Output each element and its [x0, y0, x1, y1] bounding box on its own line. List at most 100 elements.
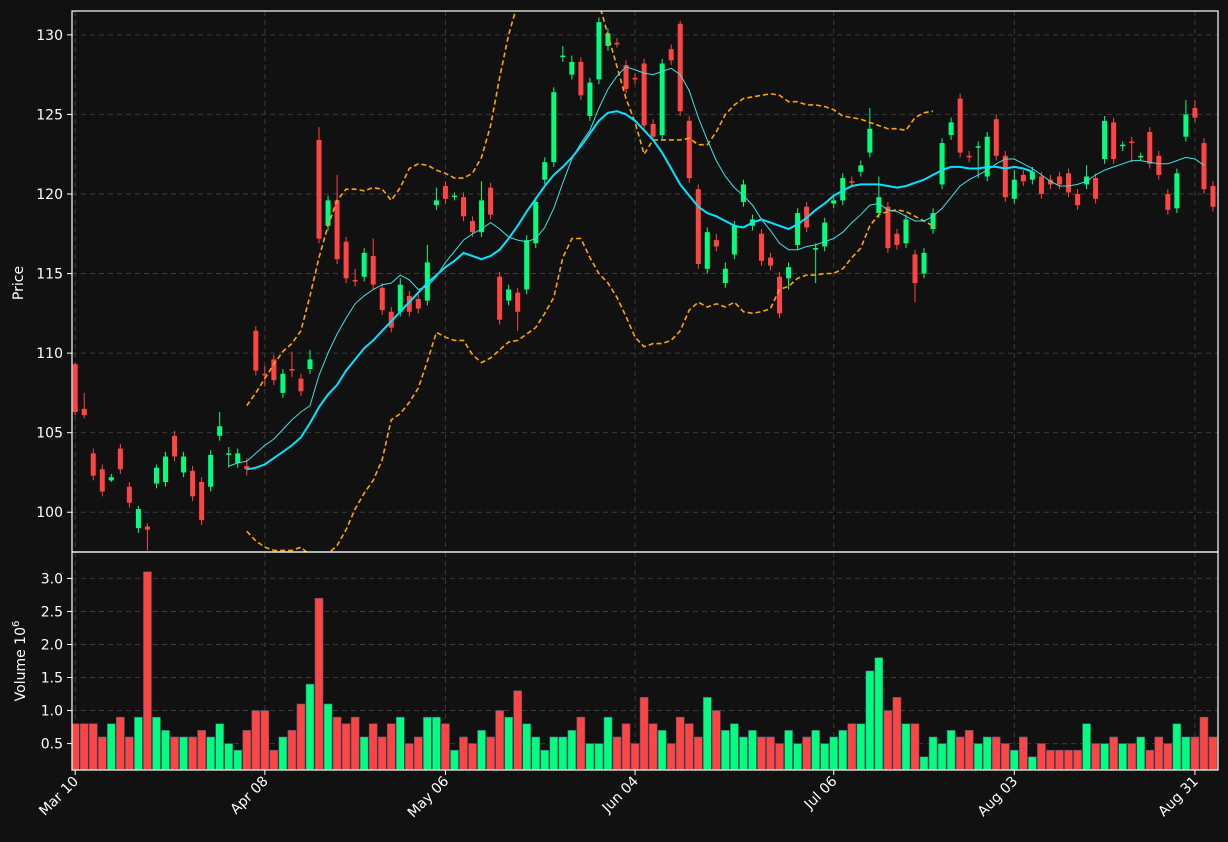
candle-body	[190, 470, 196, 497]
candle-body	[542, 162, 548, 180]
candle-body	[1102, 120, 1108, 159]
candle	[397, 278, 403, 317]
candle-body	[1075, 193, 1081, 206]
candle-body	[894, 233, 900, 245]
candle-body	[235, 453, 241, 463]
candle-body	[1147, 131, 1153, 164]
volume-bar	[1055, 749, 1064, 770]
candle-body	[442, 186, 448, 199]
volume-bar	[88, 723, 98, 770]
volume-bar	[928, 736, 938, 770]
candle-body	[126, 486, 132, 503]
candle	[1075, 189, 1081, 210]
volume-bar	[784, 730, 793, 770]
candle	[1174, 168, 1180, 214]
candle-body	[280, 373, 286, 393]
candle	[135, 505, 141, 533]
candle	[415, 294, 421, 314]
ma-long-line	[246, 110, 1033, 471]
candle-body	[1192, 108, 1198, 118]
volume-bar	[359, 736, 369, 770]
candle-body	[840, 178, 846, 201]
candle	[623, 60, 629, 94]
candle	[343, 236, 349, 284]
candle-body	[677, 23, 683, 112]
candle-body	[524, 240, 530, 290]
candle	[551, 87, 557, 167]
candle	[479, 181, 485, 237]
volume-bar	[152, 716, 161, 770]
volume-bar	[612, 736, 622, 770]
candle	[677, 20, 683, 117]
candle-body	[722, 268, 728, 284]
volume-bar	[739, 736, 748, 770]
candle-body	[912, 254, 918, 284]
candle-body	[451, 195, 457, 198]
volume-bar	[414, 736, 423, 770]
volume-bar	[1010, 749, 1019, 770]
candle	[307, 349, 313, 374]
candle-body	[939, 143, 945, 185]
candle	[144, 523, 150, 551]
candle-body	[343, 241, 349, 279]
volume-bar	[1136, 736, 1146, 770]
volume-bar	[892, 697, 902, 770]
volume-bar	[1208, 736, 1218, 770]
candle-body	[993, 119, 999, 156]
volume-bar	[459, 736, 468, 770]
price-ytick-label: 120	[36, 187, 63, 203]
price-ytick-label: 105	[36, 426, 63, 442]
candle-body	[569, 61, 575, 75]
volume-bar	[242, 730, 252, 770]
candle	[388, 306, 394, 333]
candle	[614, 38, 620, 48]
volume-bar	[829, 736, 839, 770]
candle	[578, 57, 584, 101]
candle	[533, 197, 539, 249]
candle	[524, 235, 530, 295]
volume-bar	[432, 716, 441, 770]
candle-body	[623, 65, 629, 89]
volume-bar	[107, 723, 116, 770]
volume-bar	[97, 736, 107, 770]
candle	[262, 365, 268, 387]
candle	[695, 184, 701, 269]
candle-body	[695, 189, 701, 264]
price-axis-label: Price	[11, 266, 27, 300]
candle-body	[181, 456, 187, 473]
candle-body	[813, 248, 819, 250]
volume-bar	[955, 736, 965, 770]
candle-body	[1002, 155, 1008, 198]
volume-bar	[513, 690, 522, 770]
volume-bar	[1046, 749, 1055, 770]
candle-body	[1038, 176, 1044, 194]
volume-axis-label-power: 6	[11, 621, 22, 627]
volume-bar	[1019, 736, 1028, 770]
volume-bar	[585, 743, 595, 770]
candle-body	[1156, 155, 1162, 175]
volume-bar	[648, 723, 658, 770]
candle-body	[307, 359, 313, 370]
candle	[316, 127, 322, 244]
candle-body	[1093, 178, 1099, 199]
volume-bar	[395, 716, 405, 770]
candle	[894, 228, 900, 250]
candle	[190, 466, 196, 502]
candle	[1102, 116, 1108, 164]
volume-bar	[865, 670, 875, 770]
candle	[424, 244, 430, 306]
volume-bar	[874, 657, 884, 770]
volume-axis-label-exponent: 10	[13, 627, 29, 649]
volume-bar	[504, 716, 513, 770]
volume-bar	[188, 736, 197, 770]
candle-body	[885, 206, 891, 249]
candle-body	[1011, 179, 1017, 199]
candle	[72, 362, 78, 416]
volume-bar	[576, 716, 586, 770]
candle	[786, 262, 792, 290]
candle-body	[208, 454, 214, 487]
volume-bar	[684, 723, 694, 770]
volume-bar	[982, 736, 992, 770]
volume-bar	[468, 743, 477, 770]
